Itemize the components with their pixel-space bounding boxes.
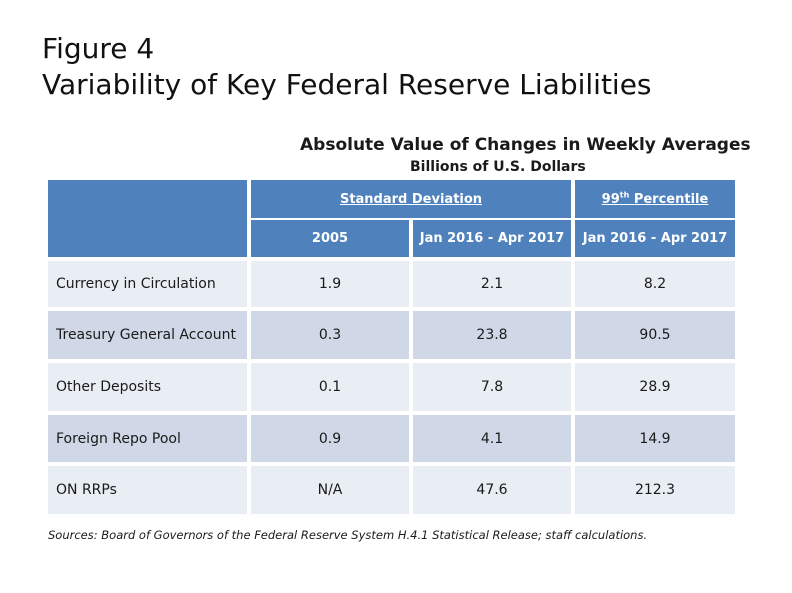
table-cell: 2.1 bbox=[413, 261, 571, 307]
header-corner bbox=[48, 180, 247, 257]
header-group-percentile: 99th Percentile bbox=[575, 180, 735, 218]
table-cell: 8.2 bbox=[575, 261, 735, 307]
row-label: Treasury General Account bbox=[48, 311, 247, 359]
header-group-std-dev-label: Standard Deviation bbox=[339, 191, 483, 207]
table-cell: 0.3 bbox=[251, 311, 409, 359]
header-col-std-range: Jan 2016 - Apr 2017 bbox=[413, 220, 571, 257]
table-title: Absolute Value of Changes in Weekly Aver… bbox=[300, 135, 751, 155]
table-cell: 47.6 bbox=[413, 466, 571, 514]
table-cell: 90.5 bbox=[575, 311, 735, 359]
table-cell: N/A bbox=[251, 466, 409, 514]
table-subtitle: Billions of U.S. Dollars bbox=[410, 159, 586, 175]
header-col-2005: 2005 bbox=[251, 220, 409, 257]
table-cell: 0.9 bbox=[251, 415, 409, 462]
figure-label: Figure 4 bbox=[42, 32, 155, 65]
header-group-std-dev: Standard Deviation bbox=[251, 180, 571, 218]
table-cell: 1.9 bbox=[251, 261, 409, 307]
header-col-pct-range: Jan 2016 - Apr 2017 bbox=[575, 220, 735, 257]
row-label: Foreign Repo Pool bbox=[48, 415, 247, 462]
table-cell: 23.8 bbox=[413, 311, 571, 359]
sources-note: Sources: Board of Governors of the Feder… bbox=[48, 528, 648, 542]
figure-title: Variability of Key Federal Reserve Liabi… bbox=[42, 68, 652, 101]
table-cell: 4.1 bbox=[413, 415, 571, 462]
table-cell: 14.9 bbox=[575, 415, 735, 462]
header-group-percentile-label: 99th Percentile bbox=[601, 190, 709, 207]
table-cell: 28.9 bbox=[575, 363, 735, 411]
row-label: ON RRPs bbox=[48, 466, 247, 514]
row-label: Other Deposits bbox=[48, 363, 247, 411]
table-cell: 7.8 bbox=[413, 363, 571, 411]
table-cell: 212.3 bbox=[575, 466, 735, 514]
row-label: Currency in Circulation bbox=[48, 261, 247, 307]
table-cell: 0.1 bbox=[251, 363, 409, 411]
